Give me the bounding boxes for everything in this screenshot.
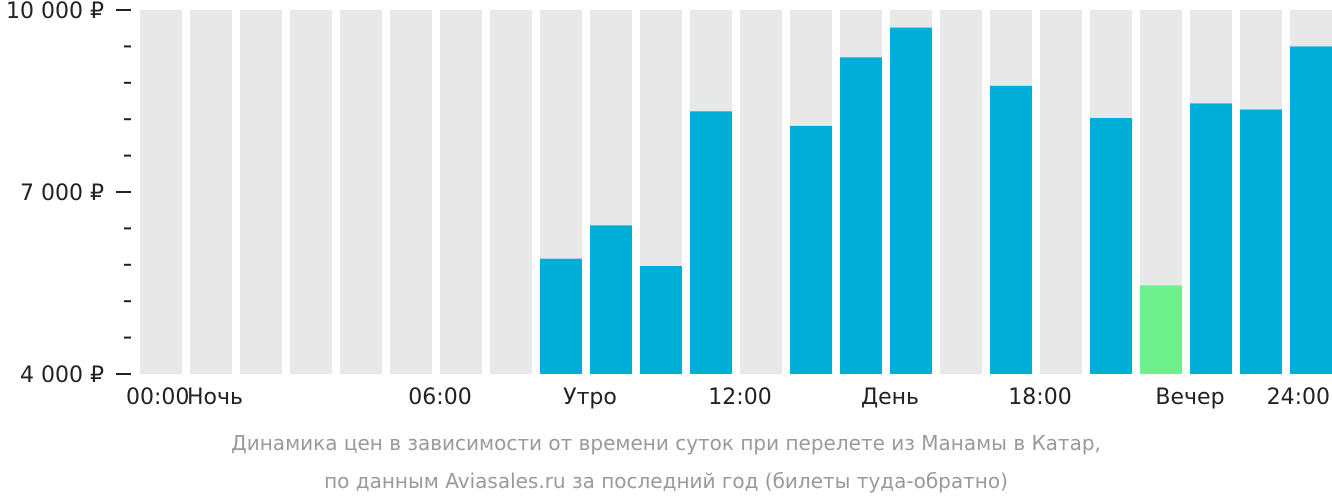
price-bar[interactable] <box>840 57 882 374</box>
price-bar[interactable] <box>590 225 632 374</box>
hour-slot-background <box>490 10 532 374</box>
hour-slot-background <box>940 10 982 374</box>
hour-slot-background <box>290 10 332 374</box>
hour-slot-background <box>440 10 482 374</box>
chart-caption-line-2: по данным Aviasales.ru за последний год … <box>324 469 1008 493</box>
hour-slot-background <box>740 10 782 374</box>
x-tick-label: Утро <box>563 385 617 410</box>
hour-slot-background <box>340 10 382 374</box>
x-tick-label: 06:00 <box>408 385 471 410</box>
price-bar[interactable] <box>640 266 682 374</box>
x-tick-label: Вечер <box>1155 385 1224 410</box>
price-bar[interactable] <box>1290 46 1332 375</box>
hour-slot-background <box>190 10 232 374</box>
hour-slot-background <box>390 10 432 374</box>
price-bar[interactable] <box>1090 117 1132 374</box>
hour-slot-background <box>1040 10 1082 374</box>
price-bar[interactable] <box>1240 109 1282 374</box>
x-tick-label: 24:00 <box>1267 385 1330 410</box>
price-bar-cheapest[interactable] <box>1140 285 1182 374</box>
x-tick-label: Ночь <box>187 385 243 410</box>
price-bar[interactable] <box>990 85 1032 374</box>
price-bar[interactable] <box>1190 103 1232 374</box>
price-bars <box>540 27 1332 375</box>
hour-slot-background <box>140 10 182 374</box>
price-bar[interactable] <box>540 258 582 374</box>
x-tick-label: 00:00 <box>126 385 189 410</box>
price-bar[interactable] <box>890 27 932 375</box>
chart-caption-line-1: Динамика цен в зависимости от времени су… <box>231 431 1101 455</box>
x-tick-label: День <box>861 385 919 410</box>
x-tick-label: 12:00 <box>708 385 771 410</box>
x-tick-label: 18:00 <box>1008 385 1071 410</box>
y-axis: 4 000 ₽ 7 000 ₽ 10 000 ₽ <box>6 0 131 388</box>
price-bar[interactable] <box>690 111 732 375</box>
y-tick-label: 10 000 ₽ <box>6 0 104 24</box>
price-bar[interactable] <box>790 125 832 374</box>
y-tick-label: 7 000 ₽ <box>20 181 104 206</box>
y-tick-label: 4 000 ₽ <box>20 363 104 388</box>
hour-slot-background <box>240 10 282 374</box>
